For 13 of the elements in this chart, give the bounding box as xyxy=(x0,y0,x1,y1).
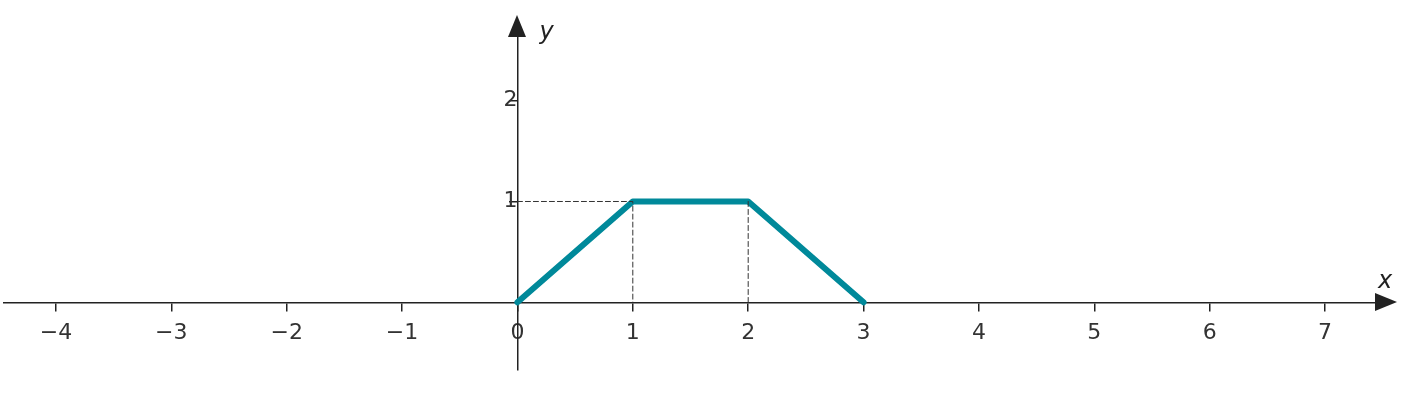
x-tick-label: 1 xyxy=(625,319,640,345)
x-tick-label: 2 xyxy=(741,319,756,345)
x-axis-title: x xyxy=(1376,266,1393,295)
x-tick-label: −2 xyxy=(270,319,303,345)
x-tick-label: 7 xyxy=(1318,319,1333,345)
x-tick-label: 6 xyxy=(1202,319,1217,345)
x-tick-label: 5 xyxy=(1087,319,1102,345)
x-tick-label: 3 xyxy=(856,319,871,345)
y-axis-title: y xyxy=(538,17,555,46)
x-tick-label: −4 xyxy=(39,319,73,345)
x-tick-label: −1 xyxy=(385,319,419,345)
x-tick-label: −3 xyxy=(155,319,188,345)
x-tick-label: 4 xyxy=(971,319,986,345)
